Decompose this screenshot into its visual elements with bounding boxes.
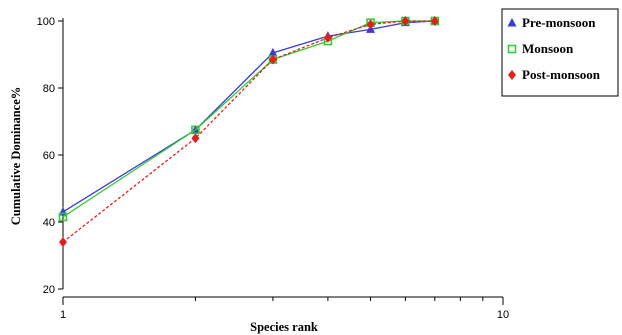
y-tick-label: 60 bbox=[43, 150, 55, 162]
data-point-post-monsoon bbox=[401, 16, 410, 26]
legend-label: Post-monsoon bbox=[522, 67, 601, 82]
series-line-post-monsoon bbox=[62, 20, 435, 243]
y-tick-label: 100 bbox=[37, 16, 55, 28]
data-point-post-monsoon bbox=[268, 54, 277, 65]
y-tick-label: 80 bbox=[43, 83, 55, 95]
data-point-post-monsoon bbox=[430, 16, 439, 26]
legend-marker-monsoon bbox=[507, 44, 517, 54]
series-line-monsoon bbox=[62, 20, 435, 218]
legend-label: Monsoon bbox=[522, 41, 574, 56]
data-point-post-monsoon bbox=[191, 133, 200, 144]
legend-marker-post-monsoon bbox=[508, 70, 516, 80]
data-point-post-monsoon bbox=[323, 32, 332, 43]
x-axis-title: Species rank bbox=[250, 320, 318, 334]
legend-label: Pre-monsoon bbox=[522, 15, 596, 30]
legend-box bbox=[501, 8, 619, 97]
plot-area: 20 40 60 80 100 1 10 bbox=[37, 16, 509, 321]
data-point-post-monsoon bbox=[59, 237, 67, 248]
x-tick-label: 1 bbox=[60, 309, 66, 321]
data-point-monsoon bbox=[58, 212, 68, 222]
series-line-pre-monsoon bbox=[62, 20, 435, 213]
x-tick-label: 10 bbox=[497, 309, 509, 321]
y-tick-label: 20 bbox=[43, 284, 55, 296]
data-point-post-monsoon bbox=[366, 19, 375, 30]
data-point-pre-monsoon bbox=[268, 47, 278, 57]
y-tick-label: 40 bbox=[43, 217, 55, 229]
y-axis-title: Cumulative Dominance% bbox=[9, 87, 23, 226]
legend-marker-pre-monsoon bbox=[507, 18, 517, 27]
legend: Pre-monsoon Monsoon Post-monsoon bbox=[501, 8, 619, 97]
